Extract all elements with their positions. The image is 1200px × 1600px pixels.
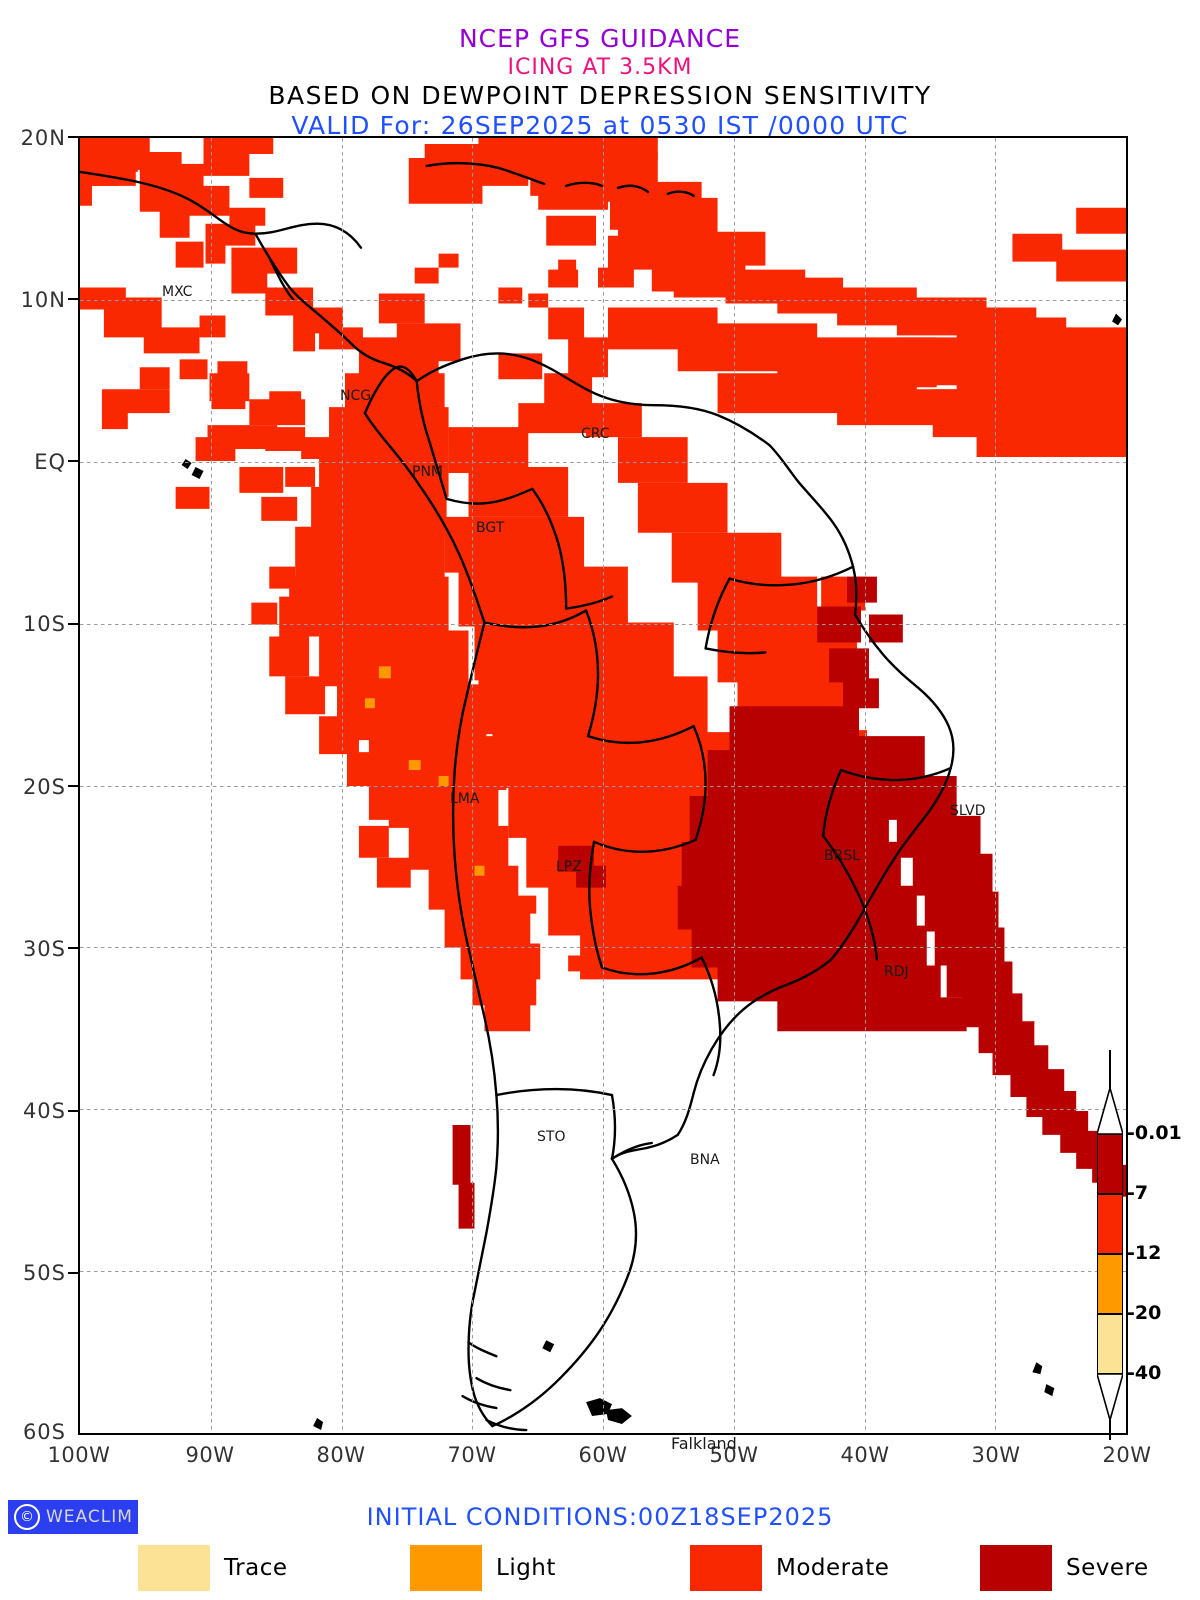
colorbar-top-arrow (1097, 1088, 1123, 1134)
colorbar-tick-label: -7 (1127, 1182, 1149, 1204)
city-label-mxc: MXC (162, 284, 193, 300)
y-tick-mark (68, 460, 79, 462)
colorbar-tick-label: -40 (1127, 1362, 1162, 1384)
x-tick-label: 70W (447, 1443, 497, 1467)
y-tick-mark (68, 623, 79, 625)
map-graphics (80, 138, 1126, 1432)
y-tick-mark (68, 1272, 79, 1274)
gridline-horizontal (80, 461, 1126, 463)
severity-swatch-moderate (690, 1545, 762, 1591)
title-line-valid: VALID For: 26SEP2025 at 0530 IST /0000 U… (291, 111, 909, 140)
y-tick-mark (68, 136, 79, 138)
y-tick-label: 10N (20, 288, 66, 312)
x-tick-label: 60W (578, 1443, 628, 1467)
city-label-bna: BNA (690, 1152, 720, 1168)
copyright-icon: © (14, 1504, 40, 1530)
colorbar: -0.01 -7 -12 -20 -40 (1097, 1050, 1182, 1440)
y-tick-label: 10S (22, 612, 66, 636)
city-label-lma: LMA (450, 791, 480, 807)
y-tick-label: 40S (22, 1099, 66, 1123)
y-tick-label: 20S (22, 775, 66, 799)
coastline-layer (80, 161, 955, 1432)
x-tick-label: 20W (1102, 1443, 1152, 1467)
severity-label: Severe (1066, 1555, 1149, 1581)
x-tick-label: 100W (47, 1443, 111, 1467)
icing-moderate-layer (80, 138, 1126, 1032)
colorbar-band-severe (1097, 1134, 1123, 1194)
x-tick-label: 30W (971, 1443, 1021, 1467)
colorbar-tick-label: -0.01 (1127, 1122, 1182, 1144)
city-label-bgt: BGT (476, 520, 505, 536)
colorbar-tick-label: -20 (1127, 1302, 1162, 1324)
map-panel[interactable] (78, 136, 1128, 1435)
city-label-brsl: BRSL (824, 848, 861, 864)
weaclim-logo-text: WEACLIM (46, 1507, 133, 1527)
severity-legend-item-trace: Trace (138, 1545, 288, 1591)
y-tick-label: 60S (22, 1420, 66, 1444)
colorbar-band-moderate (1097, 1194, 1123, 1254)
severity-legend: Trace Light Moderate Severe (0, 1545, 1200, 1595)
title-line-agency: NCEP GFS GUIDANCE (458, 24, 741, 53)
city-label-sto: STO (537, 1129, 566, 1145)
title-line-product: ICING AT 3.5KM (507, 55, 693, 80)
y-tick-mark (68, 785, 79, 787)
city-label-pnm: PNM (412, 464, 443, 480)
gridline-horizontal (80, 947, 1126, 949)
icing-light-layer (364, 666, 485, 876)
city-label-lpz: LPZ (556, 859, 582, 875)
initial-conditions-text: INITIAL CONDITIONS:00Z18SEP2025 (366, 1503, 834, 1531)
gridline-horizontal (80, 1109, 1126, 1111)
x-tick-label: 80W (316, 1443, 366, 1467)
city-label-ncg: NCG (340, 388, 372, 404)
y-tick-label: 20N (20, 126, 66, 150)
city-label-slvd: SLVD (950, 803, 986, 819)
y-tick-label: EQ (34, 450, 66, 474)
severity-swatch-light (410, 1545, 482, 1591)
title-line-method: BASED ON DEWPOINT DEPRESSION SENSITIVITY (268, 81, 932, 110)
islands-layer (181, 313, 1123, 1431)
severity-legend-item-severe: Severe (980, 1545, 1149, 1591)
y-tick-label: 50S (22, 1261, 66, 1285)
colorbar-stem (1109, 1050, 1111, 1090)
icing-severe-layer (452, 576, 1126, 1229)
gridline-horizontal (80, 785, 1126, 787)
severity-swatch-trace (138, 1545, 210, 1591)
y-tick-mark (68, 298, 79, 300)
city-label-rdj: RDJ (884, 964, 909, 980)
severity-label: Light (496, 1555, 556, 1581)
title-block: NCEP GFS GUIDANCE ICING AT 3.5KM BASED O… (0, 24, 1200, 141)
city-label-crc: CRC (581, 426, 610, 442)
y-tick-mark (68, 947, 79, 949)
x-tick-label: 50W (709, 1443, 759, 1467)
y-tick-label: 30S (22, 937, 66, 961)
map-canvas (80, 138, 1126, 1433)
colorbar-band-light (1097, 1254, 1123, 1314)
colorbar-stem-bottom (1109, 1420, 1111, 1440)
city-label-falkland: Falkland (671, 1434, 737, 1453)
gridline-horizontal (80, 623, 1126, 625)
severity-legend-item-light: Light (410, 1545, 556, 1591)
x-tick-label: 90W (185, 1443, 235, 1467)
severity-legend-item-moderate: Moderate (690, 1545, 889, 1591)
y-tick-mark (68, 1110, 79, 1112)
severity-swatch-severe (980, 1545, 1052, 1591)
x-tick-label: 40W (840, 1443, 890, 1467)
severity-label: Moderate (776, 1555, 890, 1581)
weaclim-logo[interactable]: © WEACLIM (8, 1500, 138, 1534)
gridline-horizontal (80, 299, 1126, 301)
colorbar-tick-label: -12 (1127, 1242, 1162, 1264)
severity-label: Trace (224, 1555, 288, 1581)
colorbar-band-trace (1097, 1314, 1123, 1374)
gridline-horizontal (80, 1271, 1126, 1273)
colorbar-bottom-arrow (1097, 1374, 1123, 1420)
